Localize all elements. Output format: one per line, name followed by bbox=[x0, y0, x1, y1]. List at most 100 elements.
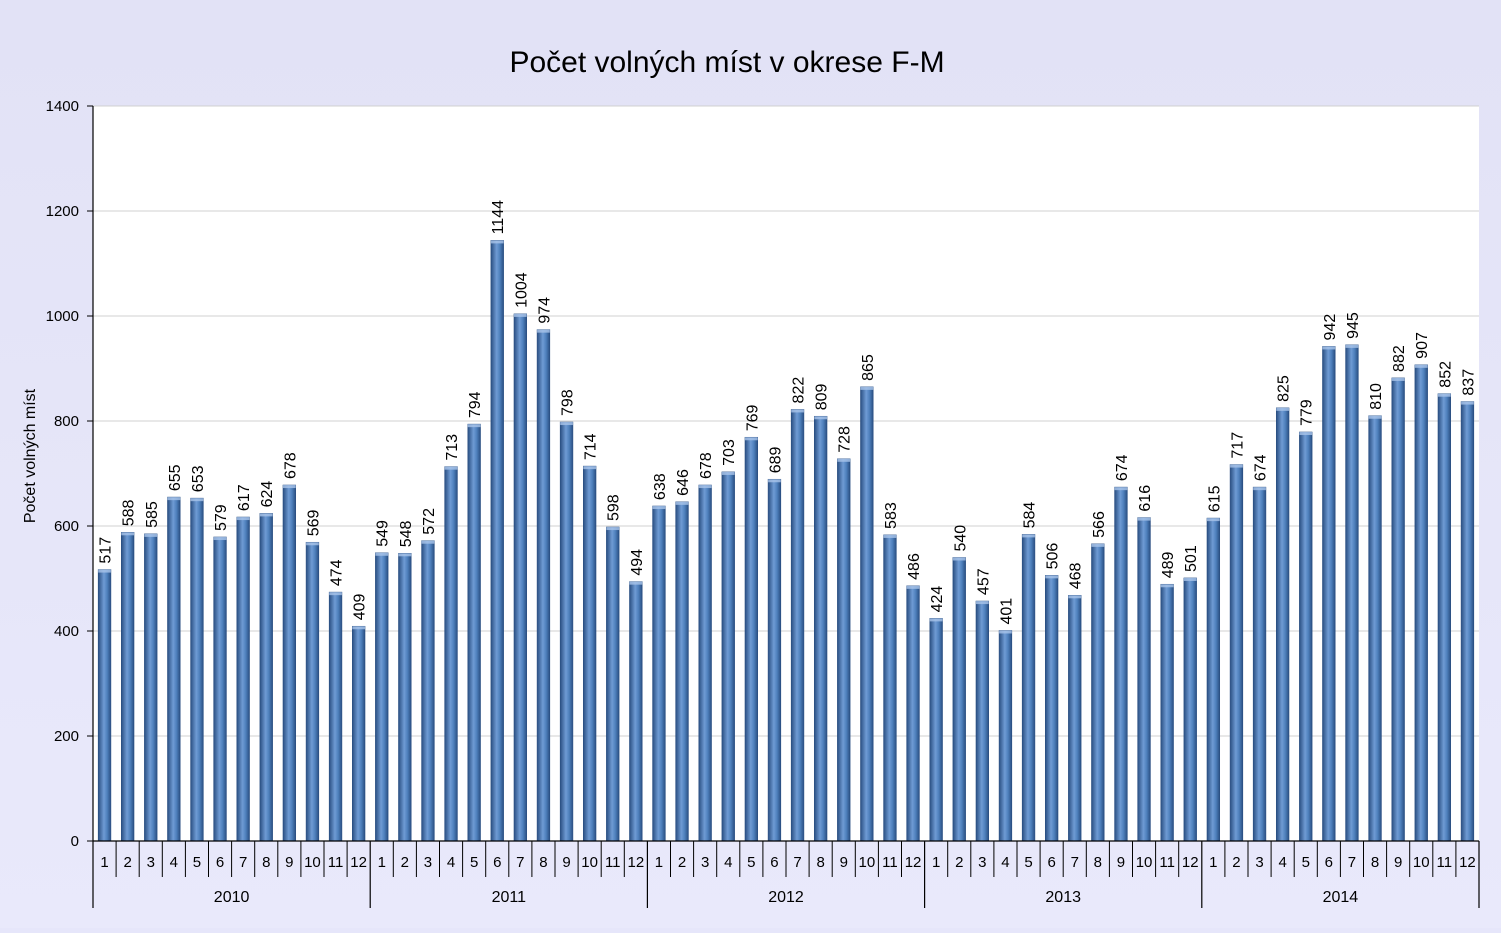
bar-top-bevel bbox=[537, 329, 550, 333]
bar-top-bevel bbox=[560, 422, 573, 426]
bar-top-bevel bbox=[929, 618, 943, 622]
bar-top-bevel bbox=[1045, 575, 1059, 579]
month-tick-label: 11 bbox=[882, 854, 898, 871]
bar-top-bevel bbox=[1230, 464, 1243, 468]
bar-top-bevel bbox=[814, 416, 828, 420]
month-tick-label: 11 bbox=[1159, 854, 1175, 871]
data-label: 678 bbox=[698, 452, 715, 479]
bar bbox=[1460, 401, 1475, 842]
month-tick-label: 5 bbox=[193, 854, 201, 871]
bar bbox=[790, 409, 805, 842]
month-tick-label: 4 bbox=[170, 854, 178, 871]
data-label: 689 bbox=[767, 446, 784, 473]
data-label: 674 bbox=[1253, 454, 1270, 481]
data-label: 798 bbox=[560, 389, 577, 416]
bar bbox=[282, 484, 297, 842]
bar-top-bevel bbox=[1183, 577, 1197, 581]
month-tick-label: 11 bbox=[1437, 854, 1453, 871]
month-tick-label: 8 bbox=[262, 854, 270, 871]
bar bbox=[513, 313, 528, 842]
bar bbox=[1206, 517, 1221, 842]
bar-top-bevel bbox=[1206, 518, 1220, 522]
bar-top-bevel bbox=[1068, 595, 1082, 599]
data-label: 424 bbox=[929, 586, 946, 613]
bar-top-bevel bbox=[1253, 487, 1266, 491]
bar bbox=[398, 552, 412, 842]
bar bbox=[1160, 583, 1174, 842]
bar-top-bevel bbox=[906, 585, 920, 589]
bar-top-bevel bbox=[975, 601, 989, 605]
bar-top-bevel bbox=[675, 501, 689, 505]
data-label: 974 bbox=[536, 297, 553, 324]
month-tick-label: 3 bbox=[701, 854, 709, 871]
data-label: 728 bbox=[837, 426, 854, 453]
month-tick-label: 1 bbox=[932, 854, 940, 871]
data-label: 779 bbox=[1299, 399, 1316, 426]
month-tick-label: 8 bbox=[539, 854, 547, 871]
month-tick-label: 5 bbox=[1302, 854, 1310, 871]
bar bbox=[97, 569, 112, 842]
month-tick-label: 2 bbox=[678, 854, 686, 871]
data-label: 615 bbox=[1206, 485, 1223, 512]
month-tick-label: 4 bbox=[447, 854, 455, 871]
data-label: 401 bbox=[998, 598, 1015, 625]
bar bbox=[883, 534, 897, 842]
bar bbox=[906, 585, 920, 842]
data-label: 822 bbox=[791, 377, 808, 404]
bar bbox=[582, 465, 597, 842]
data-label: 583 bbox=[883, 502, 900, 529]
month-tick-label: 3 bbox=[1255, 854, 1263, 871]
month-tick-label: 4 bbox=[1001, 854, 1009, 871]
data-label: 494 bbox=[629, 549, 646, 576]
bar bbox=[813, 415, 828, 842]
bar bbox=[1391, 377, 1405, 842]
month-tick-label: 5 bbox=[747, 854, 755, 871]
data-label: 468 bbox=[1068, 563, 1085, 590]
data-label: 1004 bbox=[513, 272, 530, 308]
month-tick-label: 3 bbox=[147, 854, 155, 871]
bar-top-bevel bbox=[837, 458, 851, 462]
bar-top-bevel bbox=[1368, 415, 1382, 419]
bar-top-bevel bbox=[721, 471, 735, 475]
bar-top-bevel bbox=[236, 517, 250, 521]
bar bbox=[328, 591, 343, 842]
bar-top-bevel bbox=[698, 485, 712, 489]
bar-top-bevel bbox=[329, 592, 342, 596]
y-tick-label: 1000 bbox=[46, 308, 79, 325]
bar bbox=[1345, 344, 1359, 842]
month-tick-label: 1 bbox=[1209, 854, 1217, 871]
bar bbox=[259, 513, 273, 842]
month-tick-label: 2 bbox=[1232, 854, 1240, 871]
data-label: 865 bbox=[860, 354, 877, 381]
bar-top-bevel bbox=[306, 542, 319, 546]
bar bbox=[120, 531, 135, 842]
month-tick-label: 8 bbox=[816, 854, 824, 871]
data-label: 617 bbox=[236, 484, 253, 511]
data-label: 569 bbox=[305, 509, 322, 536]
bar-top-bevel bbox=[883, 534, 897, 538]
bar bbox=[1229, 464, 1244, 842]
y-tick-label: 400 bbox=[54, 623, 79, 640]
bar-top-bevel bbox=[375, 552, 389, 556]
y-tick-label: 1200 bbox=[46, 203, 79, 220]
bar bbox=[1322, 346, 1336, 842]
bar bbox=[1137, 517, 1151, 842]
data-label: 714 bbox=[583, 433, 600, 460]
bar-top-bevel bbox=[282, 485, 296, 489]
month-tick-label: 12 bbox=[350, 854, 367, 871]
bar bbox=[375, 552, 389, 842]
bar-top-bevel bbox=[213, 537, 227, 541]
bar bbox=[652, 505, 666, 842]
data-label: 942 bbox=[1322, 314, 1339, 341]
bar bbox=[1068, 594, 1082, 842]
bar bbox=[629, 581, 643, 842]
bar-top-bevel bbox=[1414, 364, 1428, 368]
bar-top-bevel bbox=[744, 437, 758, 441]
bar bbox=[998, 630, 1013, 842]
data-label: 794 bbox=[467, 391, 484, 418]
chart-title: Počet volných míst v okrese F-M bbox=[509, 46, 944, 79]
month-tick-label: 12 bbox=[1182, 854, 1199, 871]
bar bbox=[351, 625, 366, 842]
